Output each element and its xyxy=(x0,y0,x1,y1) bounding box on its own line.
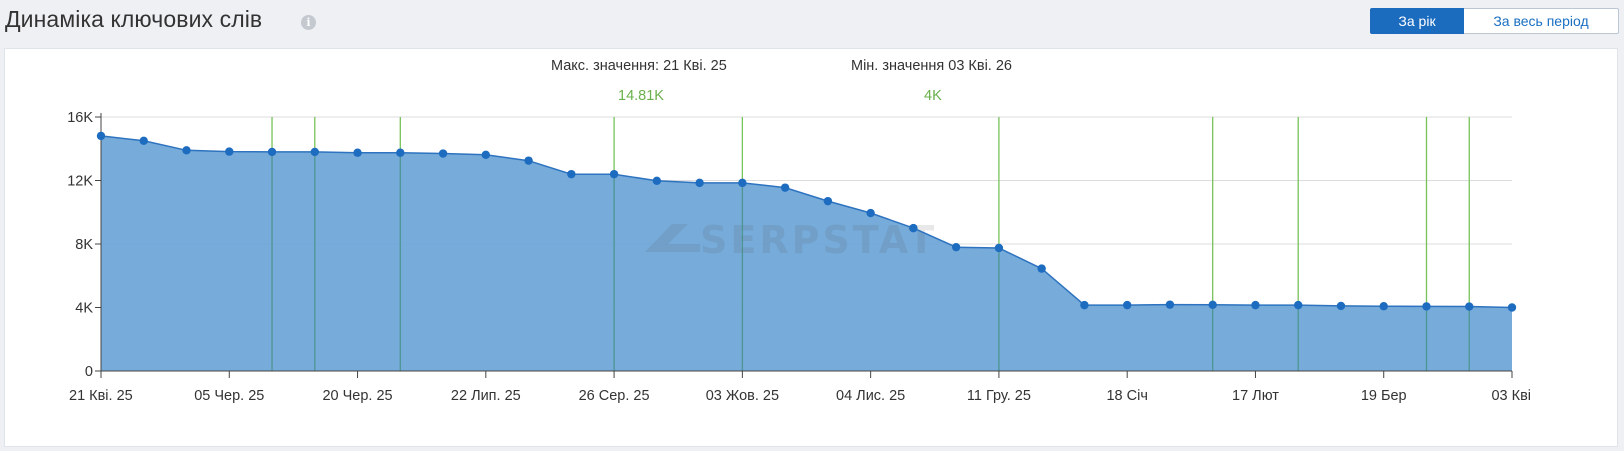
max-value: 14.81K xyxy=(618,88,664,104)
max-value-label: Макс. значення: 21 Кві. 25 xyxy=(551,58,727,74)
data-point xyxy=(1507,303,1517,312)
x-tick-label: 18 Січ xyxy=(1106,388,1147,404)
data-point xyxy=(1080,300,1089,310)
data-point xyxy=(1465,302,1474,311)
x-tick-label: 04 Лис. 25 xyxy=(836,388,905,404)
period-all-time-button[interactable]: За весь період xyxy=(1464,8,1619,34)
data-point xyxy=(1208,300,1217,310)
y-tick-label: 12K xyxy=(67,174,93,190)
data-point xyxy=(652,176,662,186)
data-point xyxy=(609,169,619,179)
x-tick-label: 17 Лют xyxy=(1232,388,1279,404)
watermark-text: SERPSTAT xyxy=(700,218,937,262)
data-point xyxy=(994,243,1004,253)
data-point xyxy=(225,147,234,156)
x-tick-label: 03 Жов. 25 xyxy=(706,388,779,404)
data-point xyxy=(1251,300,1260,310)
data-point xyxy=(1165,300,1175,309)
data-point xyxy=(481,150,491,159)
data-point xyxy=(396,148,405,157)
period-toggle: За рік За весь період xyxy=(1370,8,1619,34)
x-tick-label: 11 Гру. 25 xyxy=(967,388,1031,404)
data-point xyxy=(1422,302,1431,311)
page-title: Динаміка ключових слів xyxy=(5,6,263,32)
data-point xyxy=(438,149,448,158)
watermark-logo: SERPSTAT xyxy=(645,218,937,262)
header: Динаміка ключових слів i За рік За весь … xyxy=(0,0,1624,44)
data-point xyxy=(310,147,319,157)
watermark-icon xyxy=(645,224,700,252)
data-point xyxy=(738,178,747,188)
data-point xyxy=(909,223,918,233)
data-point xyxy=(267,147,277,157)
x-tick-label: 20 Чер. 25 xyxy=(322,388,392,404)
y-tick-label: 16K xyxy=(67,110,93,126)
y-tick-label: 0 xyxy=(85,364,93,380)
x-tick-label: 05 Чер. 25 xyxy=(194,388,264,404)
data-point xyxy=(353,148,362,157)
y-tick-label: 4K xyxy=(75,301,93,317)
data-point xyxy=(1122,300,1132,310)
data-point xyxy=(823,196,833,206)
x-tick-label: 21 Кві. 25 xyxy=(69,388,133,404)
series-area xyxy=(101,135,1512,371)
data-point xyxy=(1379,302,1388,311)
data-point xyxy=(1336,301,1346,311)
data-point xyxy=(951,242,961,252)
data-point xyxy=(1294,300,1303,310)
data-point xyxy=(96,131,106,141)
min-value-label: Мін. значення 03 Кві. 26 xyxy=(851,58,1012,74)
series-line xyxy=(100,135,1513,309)
x-tick-label: 03 Кві xyxy=(1491,388,1531,404)
data-point xyxy=(139,136,148,146)
data-point xyxy=(1037,264,1046,273)
x-tick-label: 22 Лип. 25 xyxy=(451,388,521,404)
data-point xyxy=(524,156,533,165)
info-icon[interactable]: i xyxy=(301,15,316,30)
data-point xyxy=(780,183,790,192)
data-point xyxy=(695,178,704,188)
data-point xyxy=(182,146,191,155)
x-tick-label: 26 Сер. 25 xyxy=(579,388,650,404)
y-tick-label: 8K xyxy=(75,237,93,253)
period-year-button[interactable]: За рік xyxy=(1370,8,1464,34)
data-point xyxy=(567,169,576,179)
x-tick-label: 19 Бер xyxy=(1361,388,1407,404)
min-value: 4K xyxy=(924,88,942,104)
data-point xyxy=(866,208,875,218)
